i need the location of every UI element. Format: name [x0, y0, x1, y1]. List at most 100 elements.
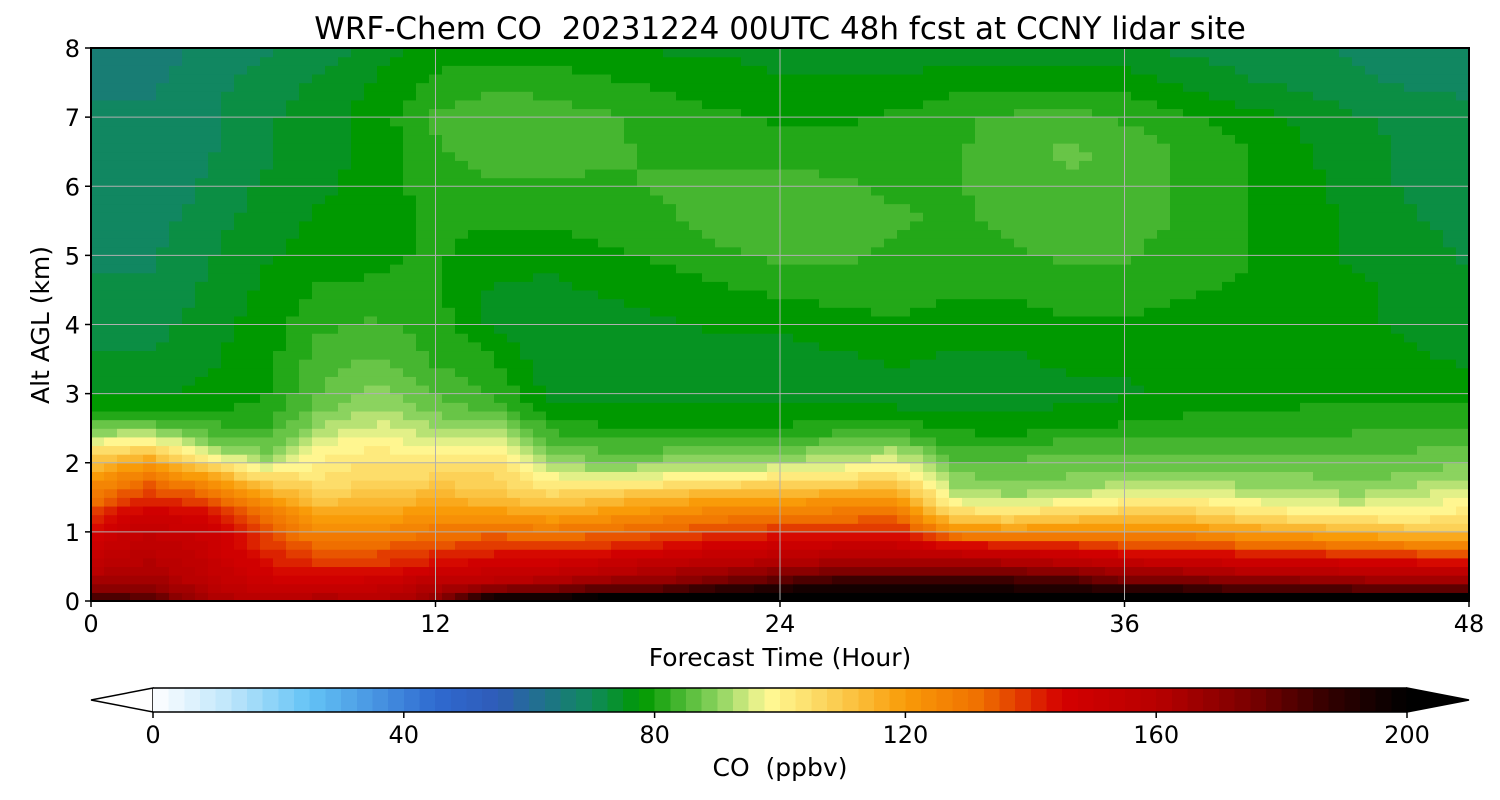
- heat-cell: [117, 454, 131, 464]
- heat-cell: [364, 575, 378, 585]
- heat-cell: [143, 307, 157, 317]
- heat-cell: [650, 307, 664, 317]
- heat-cell: [377, 143, 391, 153]
- heat-cell: [871, 220, 885, 231]
- heat-cell: [117, 82, 131, 92]
- heat-cell: [338, 298, 352, 308]
- heat-cell: [1027, 333, 1041, 343]
- heat-cell: [1053, 575, 1067, 585]
- heat-cell: [1014, 531, 1028, 542]
- heat-cell: [1053, 359, 1067, 369]
- heat-cell: [858, 592, 872, 601]
- heat-cell: [702, 557, 716, 568]
- heat-cell: [455, 410, 469, 421]
- heat-cell: [923, 160, 937, 170]
- heat-cell: [247, 82, 261, 92]
- heat-cell: [195, 333, 209, 343]
- heat-cell: [325, 220, 339, 231]
- heat-cell: [702, 523, 716, 533]
- heat-cell: [91, 575, 105, 585]
- heat-cell: [299, 186, 313, 196]
- heat-cell: [1027, 186, 1041, 196]
- heat-cell: [845, 583, 859, 593]
- heat-cell: [260, 462, 274, 472]
- heat-cell: [1092, 168, 1106, 179]
- heat-cell: [221, 82, 235, 92]
- heat-cell: [260, 238, 274, 248]
- heat-cell: [949, 583, 963, 593]
- heat-cell: [845, 298, 859, 308]
- heat-cell: [624, 264, 638, 274]
- heat-cell: [637, 212, 651, 222]
- heat-cell: [754, 255, 768, 265]
- heat-cell: [585, 454, 599, 464]
- heat-cell: [819, 428, 833, 438]
- heat-cell: [338, 505, 352, 516]
- heat-cell: [468, 99, 482, 110]
- heat-cell: [195, 462, 209, 472]
- heat-cell: [1092, 125, 1106, 136]
- heat-cell: [299, 575, 313, 585]
- heat-cell: [624, 99, 638, 110]
- heat-cell: [286, 238, 300, 248]
- heat-cell: [390, 168, 404, 179]
- heat-cell: [260, 307, 274, 317]
- heat-cell: [416, 549, 430, 559]
- heat-cell: [572, 307, 586, 317]
- heat-cell: [793, 557, 807, 568]
- heat-cell: [390, 514, 404, 524]
- heat-cell: [780, 350, 794, 360]
- heat-cell: [364, 341, 378, 352]
- heat-cell: [910, 203, 924, 213]
- heat-cell: [208, 229, 222, 239]
- heat-cell: [663, 497, 677, 507]
- heat-cell: [273, 592, 287, 601]
- heat-cell: [871, 540, 885, 550]
- heat-cell: [442, 177, 456, 187]
- heat-cell: [247, 289, 261, 300]
- heat-cell: [91, 264, 105, 274]
- heat-cell: [507, 160, 521, 170]
- heat-cell: [897, 168, 911, 179]
- heat-cell: [195, 134, 209, 144]
- heat-cell: [897, 160, 911, 170]
- heat-cell: [91, 445, 105, 455]
- heat-cell: [221, 557, 235, 568]
- heat-cell: [936, 575, 950, 585]
- heat-cell: [1040, 540, 1054, 550]
- heat-cell: [286, 48, 300, 58]
- heat-cell: [871, 419, 885, 429]
- heat-cell: [975, 566, 989, 576]
- heat-cell: [221, 531, 235, 542]
- heat-cell: [1053, 151, 1067, 161]
- heat-cell: [624, 134, 638, 144]
- heat-cell: [962, 125, 976, 136]
- heat-cell: [871, 151, 885, 161]
- heat-cell: [1027, 229, 1041, 239]
- heat-cell: [273, 514, 287, 524]
- heat-cell: [871, 203, 885, 213]
- heat-cell: [156, 505, 170, 516]
- heat-cell: [832, 246, 846, 256]
- heat-cell: [195, 281, 209, 291]
- heat-cell: [585, 402, 599, 412]
- heat-cell: [208, 557, 222, 568]
- heat-cell: [585, 117, 599, 127]
- heat-cell: [741, 540, 755, 550]
- heat-cell: [182, 160, 196, 170]
- heat-cell: [1066, 246, 1080, 256]
- heat-cell: [104, 238, 118, 248]
- heat-cell: [260, 168, 274, 179]
- heat-cell: [1066, 238, 1080, 248]
- heat-cell: [1027, 82, 1041, 92]
- heat-cell: [767, 436, 781, 447]
- heat-cell: [1079, 220, 1093, 231]
- heat-cell: [949, 514, 963, 524]
- heat-cell: [1092, 324, 1106, 334]
- heat-cell: [1040, 514, 1054, 524]
- heat-cell: [663, 298, 677, 308]
- heat-cell: [702, 488, 716, 498]
- heat-cell: [195, 289, 209, 300]
- heat-cell: [390, 307, 404, 317]
- heat-cell: [455, 488, 469, 498]
